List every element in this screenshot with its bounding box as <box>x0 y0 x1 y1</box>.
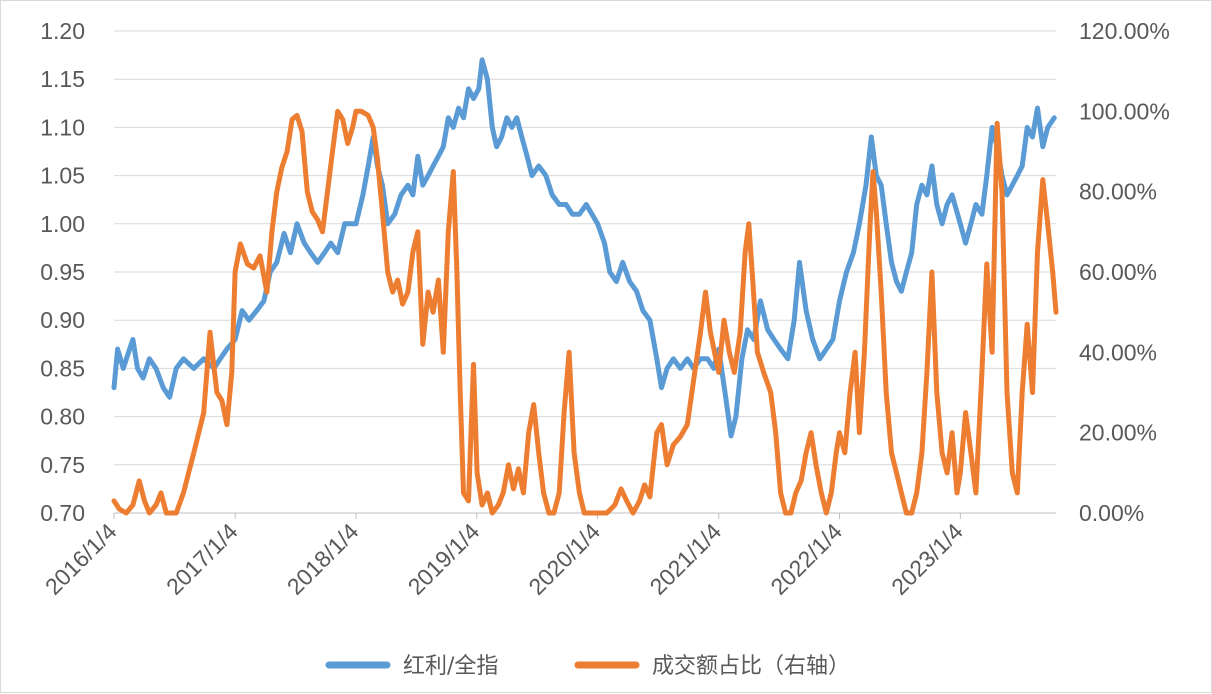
x-tick-label: 2020/1/4 <box>523 518 605 600</box>
left-y-tick-label: 1.20 <box>40 18 85 44</box>
series-lines <box>111 57 1059 516</box>
left-y-tick-label: 0.75 <box>40 452 85 478</box>
legend: 红利/全指 成交额占比（右轴） <box>325 654 850 679</box>
left-y-tick-label: 1.10 <box>40 114 85 140</box>
x-tick-label: 2017/1/4 <box>161 518 243 600</box>
right-y-tick-label: 0.00% <box>1079 500 1144 526</box>
left-y-tick-label: 0.95 <box>40 259 85 285</box>
left-y-tick-label: 0.70 <box>40 500 85 526</box>
right-y-tick-label: 60.00% <box>1079 259 1157 285</box>
x-tick-label: 2019/1/4 <box>403 518 485 600</box>
x-tick-label: 2018/1/4 <box>282 518 364 600</box>
series-line-turnover-share <box>111 108 1059 516</box>
left-y-tick-label: 1.00 <box>40 211 85 237</box>
legend-label-turnover-share: 成交额占比（右轴） <box>652 654 850 679</box>
left-y-axis: 0.70 0.75 0.80 0.85 0.90 0.95 1.00 1.05 1.10 1.15… <box>40 18 85 526</box>
legend-label-dividend-ratio: 红利/全指 <box>403 654 498 679</box>
right-y-tick-label: 120.00% <box>1079 18 1170 44</box>
left-y-tick-label: 0.80 <box>40 404 85 430</box>
right-y-tick-label: 40.00% <box>1079 339 1157 365</box>
right-y-tick-label: 80.00% <box>1079 179 1157 205</box>
x-tick-label: 2021/1/4 <box>645 518 727 600</box>
x-axis: 2016/1/4 2017/1/4 2018/1/4 2019/1/4 2020/1/4… <box>40 512 1056 600</box>
series-line-dividend-ratio <box>111 57 1057 439</box>
right-y-axis: 0.00% 20.00% 40.00% 60.00% 80.00% 100.00% 120.… <box>1079 18 1170 526</box>
left-y-tick-label: 1.15 <box>40 66 85 92</box>
left-y-tick-label: 0.85 <box>40 355 85 381</box>
x-tick-label: 2022/1/4 <box>765 518 847 600</box>
x-tick-label: 2023/1/4 <box>886 518 968 600</box>
gridlines <box>114 30 1056 514</box>
x-tick-label: 2016/1/4 <box>40 518 122 600</box>
left-y-tick-label: 0.90 <box>40 307 85 333</box>
left-y-tick-label: 1.05 <box>40 163 85 189</box>
right-y-tick-label: 20.00% <box>1079 420 1157 446</box>
right-y-tick-label: 100.00% <box>1079 98 1170 124</box>
